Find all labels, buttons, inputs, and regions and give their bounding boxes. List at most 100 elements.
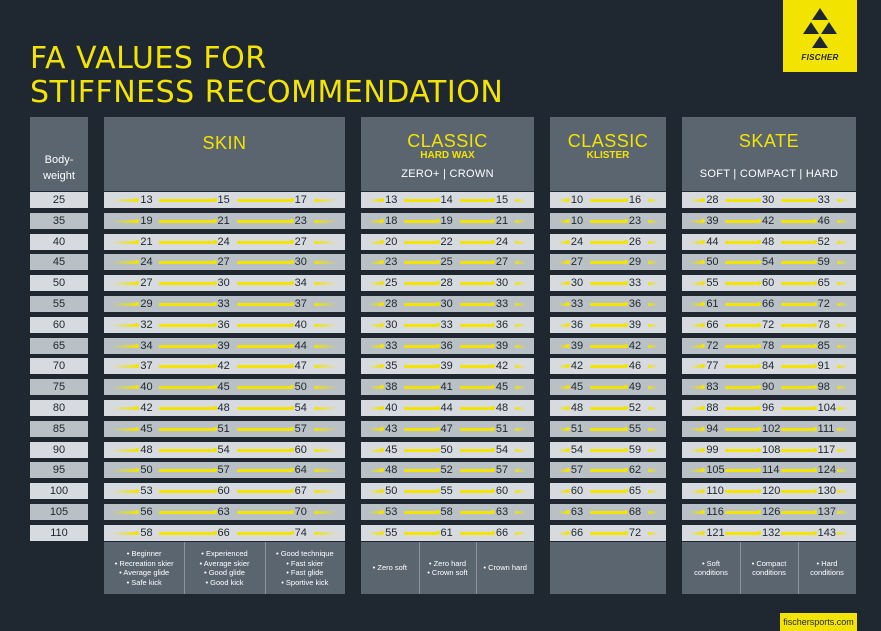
stiffness-bar xyxy=(459,407,493,410)
footer-cell: • Experienced • Average skier • Good glide… xyxy=(184,542,264,594)
stiffness-bar xyxy=(725,323,759,327)
stiffness-bar xyxy=(647,511,658,514)
value-marker-icon xyxy=(212,510,217,514)
stiffness-bar xyxy=(159,282,215,286)
stiffness-bar xyxy=(313,386,337,390)
footer-text: • Recreation skier xyxy=(114,558,174,568)
skate-row: 61 66 72 xyxy=(682,296,856,312)
stiffness-bar xyxy=(159,365,215,369)
classic-klister-value: 65 xyxy=(628,485,642,498)
stiffness-bar xyxy=(514,407,526,410)
skin-value: 30 xyxy=(294,256,307,269)
footer-divider xyxy=(184,542,186,594)
stiffness-bar xyxy=(690,511,704,514)
stiffness-bar xyxy=(725,448,759,452)
skate-columns: SOFT | COMPACT | HARD xyxy=(699,168,839,180)
value-marker-icon xyxy=(435,447,440,452)
value-marker-icon xyxy=(623,406,628,410)
value-marker-icon xyxy=(212,302,217,306)
stiffness-bar xyxy=(236,407,292,410)
skin-row: 48 54 60 xyxy=(104,441,345,458)
value-marker-icon xyxy=(565,239,570,244)
stiffness-bar xyxy=(159,323,215,327)
footer-text: • Average glide xyxy=(119,568,170,577)
skin-value: 48 xyxy=(217,402,230,414)
stiffness-bar xyxy=(159,240,215,244)
footer-text: • Zero soft xyxy=(372,563,407,573)
classic-hardwax-value: 30 xyxy=(495,277,509,290)
value-marker-icon xyxy=(435,426,440,431)
footer-text: conditions xyxy=(752,568,786,577)
value-marker-icon xyxy=(212,530,217,535)
value-marker-icon xyxy=(135,239,140,244)
stiffness-bar xyxy=(558,469,568,473)
stiffness-bar xyxy=(159,303,215,306)
skin-value: 21 xyxy=(217,214,230,227)
skin-value: 36 xyxy=(217,318,230,331)
value-marker-icon xyxy=(380,468,385,473)
stiffness-bar xyxy=(589,219,626,223)
value-marker-icon xyxy=(380,489,385,494)
bodyweight-value: 40 xyxy=(52,235,66,248)
website-link[interactable]: fischersports.com xyxy=(780,613,857,631)
value-marker-icon xyxy=(701,260,706,265)
stiffness-bar xyxy=(690,323,704,327)
value-marker-icon xyxy=(701,510,706,514)
footer-text: • Beginner xyxy=(126,549,162,558)
classic-hardwax-row: 50 55 60 xyxy=(361,483,534,500)
bodyweight-value: 70 xyxy=(52,360,66,373)
stiffness-bar xyxy=(647,199,658,202)
value-marker-icon xyxy=(135,385,140,390)
stiffness-bar xyxy=(836,261,848,265)
value-marker-icon xyxy=(701,218,706,223)
classic-klister-title: CLASSIC xyxy=(567,131,649,151)
skin-row: 40 45 50 xyxy=(104,379,345,396)
stiffness-bar xyxy=(647,219,658,223)
value-marker-icon xyxy=(435,530,440,535)
footer-text: • Crown soft xyxy=(427,568,468,577)
value-marker-icon xyxy=(490,281,495,286)
skin-value: 37 xyxy=(140,360,153,373)
classic-klister-value: 42 xyxy=(570,360,584,373)
stiffness-bar xyxy=(459,365,493,369)
stiffness-bar xyxy=(404,219,438,223)
classic-hardwax-row: 55 61 66 xyxy=(361,524,534,541)
stiffness-bar xyxy=(369,365,383,369)
stiffness-bar xyxy=(589,365,626,369)
classic-klister-subtitle: KLISTER xyxy=(586,150,630,161)
stiffness-bar xyxy=(112,386,138,390)
value-marker-icon xyxy=(757,426,761,431)
stiffness-bar xyxy=(236,303,292,306)
classic-klister-row: 39 42 xyxy=(550,337,666,354)
value-marker-icon xyxy=(565,426,570,431)
skin-value: 67 xyxy=(294,485,307,498)
stiffness-bar xyxy=(313,427,337,431)
value-marker-icon xyxy=(135,260,140,265)
stiffness-bar xyxy=(690,386,704,390)
value-marker-icon xyxy=(623,322,628,327)
stiffness-bar xyxy=(404,282,438,286)
classic-hardwax-value: 53 xyxy=(385,506,398,518)
stiffness-bar xyxy=(836,365,848,369)
footer-divider xyxy=(476,542,478,594)
value-marker-icon xyxy=(435,322,440,327)
skin-row: 58 66 74 xyxy=(104,524,345,541)
skin-value: 57 xyxy=(294,422,307,435)
bodyweight-row: 95 xyxy=(30,462,88,479)
stiffness-bar xyxy=(313,282,337,286)
stiffness-bar xyxy=(781,511,815,514)
stiffness-bar xyxy=(236,240,292,244)
stiffness-bar xyxy=(369,323,383,327)
stiffness-bar xyxy=(836,323,848,327)
value-marker-icon xyxy=(490,343,495,348)
value-marker-icon xyxy=(812,489,817,494)
skate-value: 104 xyxy=(817,402,837,414)
classic-hardwax-value: 45 xyxy=(495,381,509,394)
stiffness-bar xyxy=(514,199,526,202)
classic-hardwax-value: 28 xyxy=(440,277,453,290)
stiffness-bar xyxy=(836,531,848,535)
value-marker-icon xyxy=(289,489,294,494)
skate-row: 77 84 91 xyxy=(682,358,856,375)
skin-value: 47 xyxy=(294,360,307,373)
stiffness-bar xyxy=(836,469,848,473)
